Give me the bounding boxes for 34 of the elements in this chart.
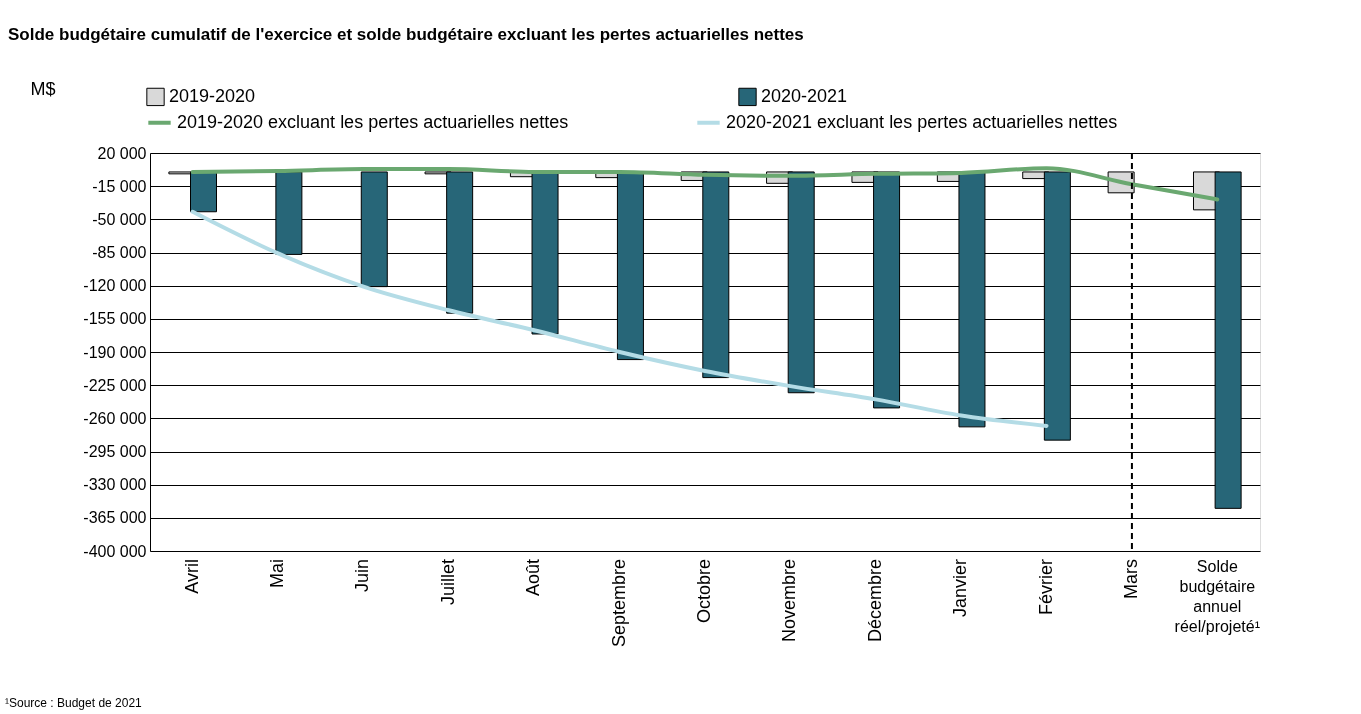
y-tick-label: -120 000 xyxy=(83,277,147,295)
legend-label: 2019-2020 xyxy=(169,85,256,106)
x-tick-label: Avril xyxy=(181,559,202,594)
x-tick-label: Octobre xyxy=(694,559,714,624)
y-tick-label: -190 000 xyxy=(83,343,147,361)
y-tick-label: -260 000 xyxy=(83,409,147,427)
y-tick-label: -15 000 xyxy=(92,177,147,195)
y-tick-label: -365 000 xyxy=(83,509,147,527)
x-tick-label: Août xyxy=(523,559,544,597)
x-tick-label: Janvier xyxy=(950,559,971,618)
y-tick-label: 20 000 xyxy=(97,144,147,162)
x-tick-label: Décembre xyxy=(864,559,885,643)
y-tick-label: -155 000 xyxy=(83,310,147,328)
x-tick-label: Novembre xyxy=(779,559,800,643)
y-tick-label: -400 000 xyxy=(83,542,147,560)
y-tick-label: -295 000 xyxy=(83,443,147,460)
x-tick-label: Juin xyxy=(352,559,373,593)
legend-label: 2020-2021 excluant les pertes actuarielles nettes xyxy=(726,111,1118,132)
text: ¹Source : Budget de 2021 xyxy=(5,696,143,710)
y-tick-label: -225 000 xyxy=(83,376,147,394)
legend-label: 2019-2020 excluant les pertes actuarielles nettes xyxy=(177,111,569,132)
legend-label: 2020-2021 xyxy=(761,85,848,106)
y-axis-title: M$ xyxy=(30,78,56,99)
y-tick-label: -85 000 xyxy=(92,244,147,261)
x-tick-label: Mai xyxy=(267,559,288,589)
x-tick-label: Mars xyxy=(1120,559,1141,599)
y-tick-label: -50 000 xyxy=(92,210,147,228)
line-series xyxy=(190,209,1049,428)
x-tick-label: Février xyxy=(1035,559,1056,616)
x-tick-label: Juillet xyxy=(437,559,458,606)
chart-title: Solde budgétaire cumulatif de l'exercice et solde budgétaire excluant les pertes actuarielles nettes xyxy=(8,25,804,44)
y-tick-label: -330 000 xyxy=(83,476,147,494)
x-tick-label: Septembre xyxy=(608,559,629,648)
x-tick-label: Solde budgétaire annuel réel/projeté¹ xyxy=(1174,558,1260,635)
